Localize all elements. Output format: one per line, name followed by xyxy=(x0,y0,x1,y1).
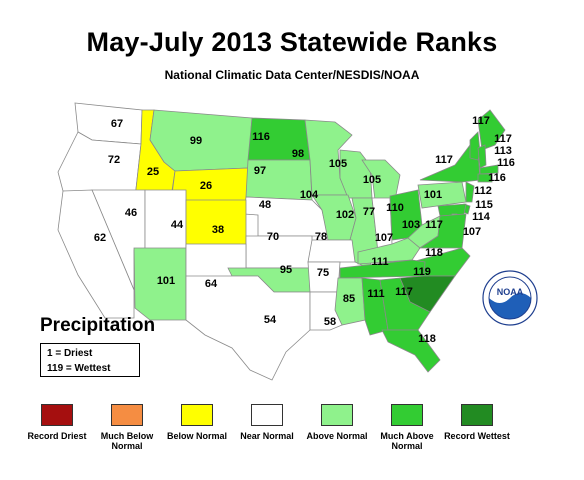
legend-item: Near Normal xyxy=(232,404,302,441)
state-ma xyxy=(479,164,499,175)
rank-label-ne: 48 xyxy=(259,199,271,211)
rank-label-md: 114 xyxy=(472,211,491,223)
rank-label-nv: 46 xyxy=(125,207,137,219)
map-subtitle: National Climatic Data Center/NESDIS/NOA… xyxy=(164,68,420,82)
state-va xyxy=(418,213,467,249)
legend-label: Much Above Normal xyxy=(380,431,434,451)
rank-label-la: 58 xyxy=(324,316,336,328)
rank-label-dc: 107 xyxy=(463,226,481,238)
state-tn xyxy=(339,259,426,279)
rank-label-pa: 101 xyxy=(424,189,442,201)
legend-label: Much Below Normal xyxy=(100,431,154,451)
rank-label-wa: 67 xyxy=(111,118,123,130)
rank-label-ma: 116 xyxy=(497,157,515,169)
rank-label-nc: 118 xyxy=(425,247,443,259)
state-la xyxy=(309,291,343,331)
legend-item: Below Normal xyxy=(162,404,232,441)
noaa-emblem-icon: NOAA xyxy=(482,270,538,326)
rank-label-mn: 98 xyxy=(292,148,304,160)
rank-label-vt: 117 xyxy=(494,133,512,145)
rank-key-box: 1 = Driest 119 = Wettest xyxy=(40,343,140,377)
rank-label-tn: 111 xyxy=(371,256,388,268)
state-ms xyxy=(334,277,366,326)
state-mo xyxy=(307,239,356,263)
rank-label-nh: 113 xyxy=(494,145,512,157)
legend-swatch xyxy=(111,404,143,426)
state-fl xyxy=(381,329,441,373)
rank-label-id: 25 xyxy=(147,166,159,178)
rank-label-ks: 70 xyxy=(267,231,279,243)
rank-label-al: 111 xyxy=(367,288,384,300)
legend-swatch xyxy=(391,404,423,426)
rank-label-ky: 107 xyxy=(375,232,393,244)
rank-label-nd: 116 xyxy=(252,131,270,143)
legend-swatch xyxy=(321,404,353,426)
legend-item: Record Wettest xyxy=(442,404,512,441)
key-driest: 1 = Driest xyxy=(47,348,93,359)
variable-heading: Precipitation xyxy=(40,315,156,336)
rank-label-ok: 95 xyxy=(280,264,292,276)
rank-label-de: 115 xyxy=(475,199,493,211)
rank-label-in: 77 xyxy=(363,206,375,218)
rank-label-fl: 118 xyxy=(418,333,436,345)
legend-label: Above Normal xyxy=(306,431,368,441)
noaa-logo-text: NOAA xyxy=(497,287,524,297)
rank-label-tx: 54 xyxy=(264,314,277,326)
map-title: May-July 2013 Statewide Ranks xyxy=(86,27,498,57)
rank-label-mi: 105 xyxy=(363,174,381,186)
noaa-logo: NOAA xyxy=(482,270,538,331)
legend-item: Record Driest xyxy=(22,404,92,441)
rank-label-wy: 26 xyxy=(200,180,212,192)
rank-label-nm: 64 xyxy=(205,278,218,290)
legend-item: Much Below Normal xyxy=(92,404,162,451)
rank-label-ca: 62 xyxy=(94,232,106,244)
legend-swatch xyxy=(461,404,493,426)
rank-label-mo: 78 xyxy=(315,231,327,243)
rank-label-co: 38 xyxy=(212,224,224,236)
rank-label-ut: 44 xyxy=(171,219,184,231)
rank-label-ny: 117 xyxy=(435,154,453,166)
rank-label-ia: 104 xyxy=(300,189,319,201)
rank-label-sc: 119 xyxy=(413,266,431,278)
legend-item: Above Normal xyxy=(302,404,372,441)
rank-label-az: 101 xyxy=(157,275,175,287)
state-al xyxy=(361,277,389,336)
state-ca xyxy=(57,189,135,319)
rank-label-wv: 103 xyxy=(402,219,420,231)
legend-swatch xyxy=(251,404,283,426)
legend-swatch xyxy=(181,404,213,426)
rank-label-wi: 105 xyxy=(329,158,347,170)
rank-label-il: 102 xyxy=(336,209,354,221)
rank-label-or: 72 xyxy=(108,154,120,166)
legend-label: Record Wettest xyxy=(444,431,510,441)
rank-label-ct: 116 xyxy=(488,172,506,184)
legend-label: Below Normal xyxy=(166,431,227,441)
legend-label: Record Driest xyxy=(27,431,87,441)
state-nh xyxy=(477,144,487,169)
state-ct xyxy=(477,173,493,183)
rank-label-nj: 112 xyxy=(474,185,492,197)
rank-label-me: 117 xyxy=(472,115,490,127)
rank-label-sd: 97 xyxy=(254,165,266,177)
state-nj xyxy=(465,181,475,203)
key-wettest: 119 = Wettest xyxy=(47,363,111,374)
rank-label-va: 117 xyxy=(425,219,443,231)
legend-swatch xyxy=(41,404,73,426)
states-layer xyxy=(57,102,506,381)
rank-label-ms: 85 xyxy=(343,293,355,305)
rank-label-oh: 110 xyxy=(386,202,404,214)
rank-label-ar: 75 xyxy=(317,267,329,279)
state-me xyxy=(477,109,506,151)
rank-label-mt: 99 xyxy=(190,135,202,147)
state-tx xyxy=(185,275,311,381)
rank-label-ga: 117 xyxy=(395,286,413,298)
legend-label: Near Normal xyxy=(240,431,294,441)
state-az xyxy=(133,247,187,321)
legend-item: Much Above Normal xyxy=(372,404,442,451)
rank-labels-layer: 67 72 25 99 26 116 97 98 105 105 48 104 102 77 110 101 1… xyxy=(94,115,515,345)
